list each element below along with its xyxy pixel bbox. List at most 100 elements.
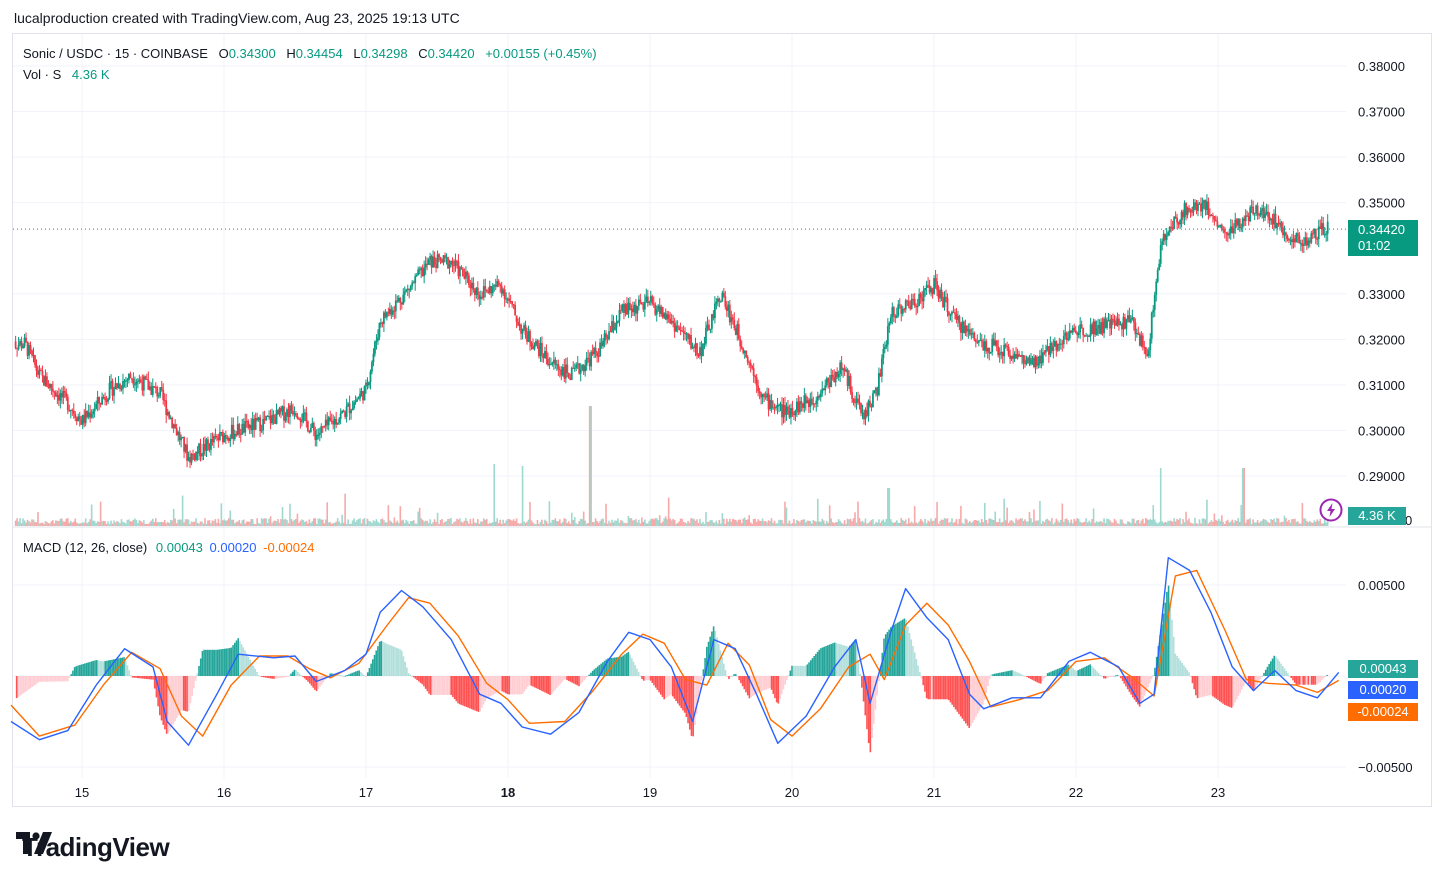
volume-bar <box>96 521 99 526</box>
candle-body <box>961 321 964 333</box>
candle-body <box>636 305 639 314</box>
volume-bar <box>105 523 108 526</box>
macd-hist-bar <box>373 654 376 676</box>
macd-hist-bar <box>1230 676 1233 708</box>
macd-hist-bar <box>726 676 729 677</box>
candle-body <box>390 308 393 315</box>
candle-body <box>781 404 783 418</box>
lightning-icon[interactable] <box>1319 498 1343 522</box>
volume-bar <box>16 518 18 526</box>
macd-hist-bar <box>455 676 458 702</box>
macd-hist-bar <box>1125 676 1127 687</box>
macd-hist-bar <box>1135 676 1138 703</box>
macd-hist-bar <box>261 676 263 678</box>
price-legend[interactable]: Sonic / USDC · 15 · COINBASE O0.34300 H0… <box>23 46 600 61</box>
volume-bar <box>494 521 497 526</box>
volume-legend[interactable]: Vol · S 4.36 K <box>23 67 113 82</box>
volume-bar <box>875 522 877 526</box>
macd-hist-bar <box>1300 676 1303 685</box>
volume-bar <box>1004 520 1007 526</box>
macd-hist-bar <box>1145 676 1148 692</box>
candle-body <box>351 408 354 411</box>
candle-body <box>846 369 849 387</box>
macd-hist-bar <box>416 676 418 681</box>
candle-body <box>924 288 927 291</box>
macd-hist-bar <box>508 676 510 695</box>
macd-hist-bar <box>464 676 466 707</box>
macd-hist-bar <box>942 676 945 700</box>
macd-label: MACD (12, 26, close) <box>23 540 148 555</box>
candle-body <box>424 263 427 268</box>
volume-bar <box>436 512 439 526</box>
candle-body <box>479 296 482 300</box>
candle-body <box>1292 238 1295 243</box>
macd-hist-bar <box>82 664 84 676</box>
volume-bar <box>302 520 305 526</box>
volume-bar <box>275 521 278 526</box>
macd-hist-bar <box>1140 676 1143 704</box>
candle-body <box>1061 343 1064 345</box>
candle-body <box>521 328 524 334</box>
candle-body <box>848 376 850 387</box>
volume-bar <box>104 521 106 526</box>
candle-body <box>105 399 108 402</box>
volume-bar <box>828 505 831 526</box>
candle-body <box>1074 330 1077 333</box>
candle-body <box>1249 207 1252 222</box>
symbol-label[interactable]: Sonic / USDC · 15 · COINBASE <box>23 46 208 61</box>
candle-body <box>1291 239 1293 243</box>
candle-body <box>1209 214 1211 216</box>
volume-bar <box>466 520 469 526</box>
volume-bar <box>403 522 406 526</box>
volume-bar <box>931 521 934 526</box>
volume-bar <box>751 523 753 526</box>
volume-bar <box>587 522 589 526</box>
candle-body <box>1128 315 1131 323</box>
candle-body <box>80 419 83 425</box>
candle-body <box>900 305 903 314</box>
candle-body <box>1207 201 1210 215</box>
volume-bar <box>1142 518 1144 526</box>
candle-body <box>199 443 202 457</box>
volume-bar <box>564 518 567 526</box>
macd-hist-bar <box>719 650 722 676</box>
volume-bar <box>277 519 279 526</box>
volume-bar <box>706 521 709 526</box>
macd-hist-bar <box>728 676 730 680</box>
candle-body <box>1004 344 1007 346</box>
candle-body <box>189 457 191 463</box>
volume-bar <box>901 520 904 526</box>
candle-body <box>965 325 968 332</box>
volume-bar <box>822 520 825 526</box>
volume-bar <box>739 519 742 526</box>
tradingview-logo[interactable]: TradingView <box>16 832 170 863</box>
macd-hist-bar <box>654 676 657 688</box>
volume-bar <box>311 521 314 526</box>
volume-bar <box>851 521 853 526</box>
close-label: C <box>418 46 428 61</box>
volume-bar <box>734 519 737 526</box>
candle-body <box>1085 335 1088 337</box>
macd-hist-bar <box>573 676 575 684</box>
macd-legend[interactable]: MACD (12, 26, close) 0.00043 0.00020 -0.… <box>23 540 317 555</box>
candle-body <box>573 367 576 369</box>
candle-body <box>767 393 770 410</box>
macd-hist-bar <box>990 674 993 676</box>
volume-bar <box>982 522 985 526</box>
macd-hist-bar <box>731 675 734 677</box>
macd-hist-bar <box>70 674 73 676</box>
macd-hist-bar <box>852 641 855 676</box>
macd-hist-bar <box>319 676 321 687</box>
volume-bar <box>845 523 847 526</box>
volume-bar <box>852 518 855 526</box>
candle-body <box>564 364 567 379</box>
candle-body <box>1076 332 1079 336</box>
candle-body <box>891 307 894 318</box>
candle-body <box>1068 330 1071 339</box>
volume-bar <box>427 523 430 526</box>
volume-bar <box>989 518 992 526</box>
macd-hist-bar <box>600 663 602 676</box>
macd-hist-bar <box>472 676 475 710</box>
macd-hist-bar <box>126 665 129 676</box>
